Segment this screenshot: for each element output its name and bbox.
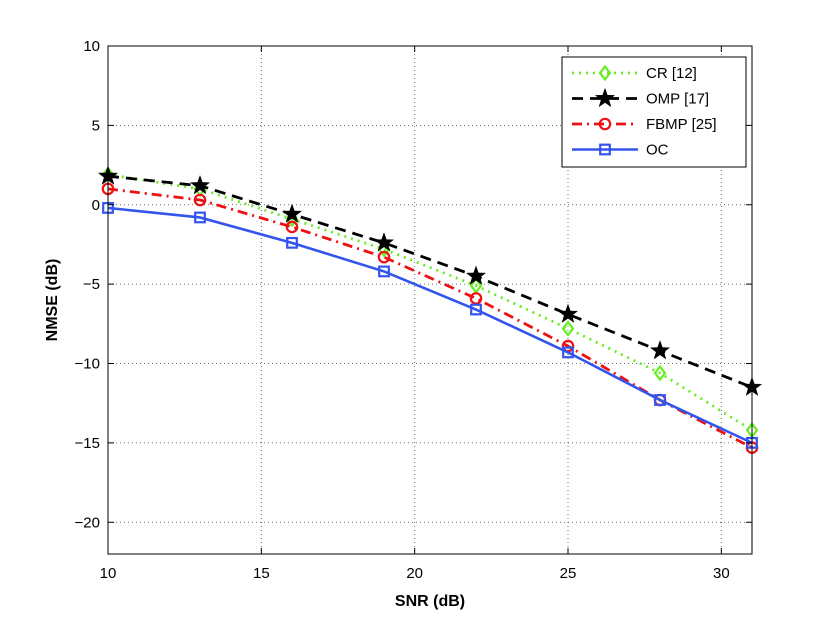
- data-point: [465, 265, 487, 285]
- legend-entry: OMP [17]: [572, 87, 709, 108]
- data-point: [285, 220, 299, 234]
- legend-label: OC: [646, 142, 669, 159]
- data-point: [189, 174, 211, 195]
- data-point: [378, 265, 390, 278]
- legend-entry: FBMP [25]: [572, 116, 717, 133]
- data-point: [562, 346, 574, 359]
- legend-label: CR [12]: [646, 65, 697, 82]
- x-tick-label: 15: [253, 565, 270, 582]
- plot-frame: [107, 45, 753, 555]
- data-point: [286, 236, 298, 249]
- legend-label: OMP [17]: [646, 91, 709, 108]
- legend-entry: CR [12]: [572, 64, 697, 82]
- y-tick-label: −20: [75, 514, 100, 531]
- y-tick-label: 5: [92, 117, 100, 134]
- y-tick-label: −10: [75, 356, 100, 373]
- y-axis-label: NMSE (dB): [44, 259, 61, 342]
- x-axis-label: SNR (dB): [395, 593, 465, 610]
- data-point: [373, 232, 395, 252]
- y-tick-label: 0: [92, 197, 100, 214]
- x-tick-label: 10: [100, 565, 117, 582]
- y-tick-label: −15: [75, 435, 100, 452]
- data-point: [377, 250, 391, 264]
- series-line: [107, 173, 753, 432]
- x-tick-label: 30: [713, 565, 730, 582]
- series-layer: [97, 165, 763, 454]
- x-tick-label: 25: [560, 565, 577, 582]
- legend-label: FBMP [25]: [646, 116, 717, 133]
- series-line: [107, 206, 753, 445]
- series-line: [107, 174, 753, 389]
- legend-entry: OC: [572, 142, 669, 159]
- legend-marker: [598, 64, 612, 82]
- data-point: [561, 320, 575, 337]
- data-point: [649, 340, 671, 360]
- data-point: [653, 364, 667, 382]
- y-tick-label: −5: [83, 276, 100, 293]
- legend-marker: [594, 87, 616, 108]
- ticks: 10 15 20 25 30 10 5 0 −5 −10 −15 −20: [75, 38, 752, 582]
- data-point: [654, 394, 666, 406]
- legend-marker: [598, 117, 612, 131]
- x-tick-label: 20: [406, 565, 423, 582]
- data-point: [557, 303, 579, 323]
- data-point: [469, 292, 483, 305]
- legend: CR [12] OMP [17] FBMP [25] OC: [561, 56, 747, 168]
- data-point: [193, 193, 207, 207]
- y-tick-label: 10: [83, 38, 100, 55]
- data-point: [281, 203, 303, 223]
- legend-marker: [599, 143, 611, 156]
- data-point: [470, 303, 482, 316]
- data-point: [194, 211, 206, 224]
